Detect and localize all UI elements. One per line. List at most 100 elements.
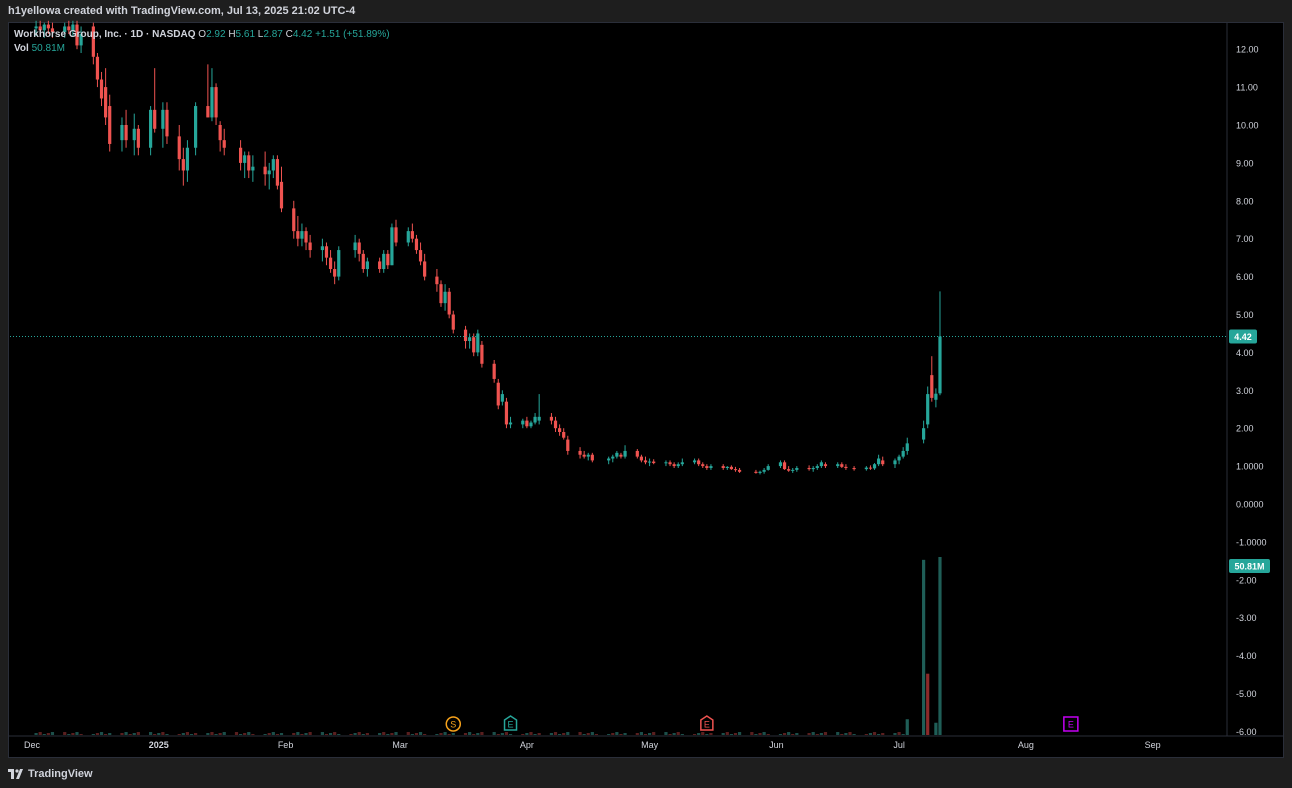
candle-down[interactable] xyxy=(324,242,329,266)
candle-down[interactable] xyxy=(787,466,791,472)
candle-down[interactable] xyxy=(304,227,308,251)
candle-down[interactable] xyxy=(705,464,709,470)
candle-up[interactable] xyxy=(778,460,783,468)
candle-down[interactable] xyxy=(333,261,337,285)
candle-down[interactable] xyxy=(206,64,210,118)
candle-down[interactable] xyxy=(214,83,218,125)
candle-up[interactable] xyxy=(243,151,247,179)
candle-up[interactable] xyxy=(680,458,684,467)
candle-down[interactable] xyxy=(566,435,570,455)
candle-up[interactable] xyxy=(533,413,537,425)
candle-up[interactable] xyxy=(185,140,190,182)
candle-down[interactable] xyxy=(292,200,296,239)
candle-up[interactable] xyxy=(443,284,447,311)
candle-down[interactable] xyxy=(668,460,672,467)
candle-down[interactable] xyxy=(153,68,157,133)
candle-up[interactable] xyxy=(79,26,83,53)
volume-label[interactable]: Vol xyxy=(14,43,29,54)
candle-up[interactable] xyxy=(508,416,513,429)
candle-down[interactable] xyxy=(328,250,333,273)
symbol-label[interactable]: Workhorse Group, Inc. · 1D · NASDAQ xyxy=(14,29,196,40)
candle-up[interactable] xyxy=(468,333,472,349)
candle-up[interactable] xyxy=(537,394,541,425)
candle-down[interactable] xyxy=(823,462,828,468)
candle-down[interactable] xyxy=(165,102,169,144)
candle-down[interactable] xyxy=(729,465,733,470)
candle-up[interactable] xyxy=(382,250,386,273)
candle-up[interactable] xyxy=(521,418,525,429)
candle-down[interactable] xyxy=(357,238,361,262)
candle-down[interactable] xyxy=(451,310,455,334)
candle-down[interactable] xyxy=(558,424,562,436)
candle-up[interactable] xyxy=(647,458,652,467)
candle-up[interactable] xyxy=(194,102,198,156)
candle-up[interactable] xyxy=(938,291,942,396)
candle-up[interactable] xyxy=(271,155,275,179)
candle-down[interactable] xyxy=(754,469,758,474)
candle-up[interactable] xyxy=(934,388,938,408)
candle-down[interactable] xyxy=(247,151,251,179)
candle-down[interactable] xyxy=(181,147,185,186)
candle-down[interactable] xyxy=(108,94,112,152)
candle-up[interactable] xyxy=(337,246,341,281)
candle-up[interactable] xyxy=(893,458,897,468)
candle-up[interactable] xyxy=(664,460,668,467)
candle-down[interactable] xyxy=(296,215,300,247)
candle-up[interactable] xyxy=(922,420,926,444)
candle-down[interactable] xyxy=(361,250,365,273)
candle-up[interactable] xyxy=(795,466,799,472)
candle-up[interactable] xyxy=(811,466,815,472)
candle-down[interactable] xyxy=(635,449,639,459)
candle-up[interactable] xyxy=(877,454,881,467)
candle-up[interactable] xyxy=(709,464,713,470)
candle-up[interactable] xyxy=(120,117,124,152)
candle-up[interactable] xyxy=(791,467,795,473)
candle-down[interactable] xyxy=(562,428,566,440)
candle-down[interactable] xyxy=(275,155,279,190)
candle-up[interactable] xyxy=(607,456,611,465)
candle-down[interactable] xyxy=(447,287,451,319)
candle-up[interactable] xyxy=(406,227,410,247)
candle-up[interactable] xyxy=(864,466,868,471)
candle-down[interactable] xyxy=(410,223,414,243)
candle-down[interactable] xyxy=(697,458,701,467)
candle-up[interactable] xyxy=(210,68,214,122)
candle-down[interactable] xyxy=(67,20,71,35)
candle-up[interactable] xyxy=(300,223,304,247)
candle-down[interactable] xyxy=(218,121,222,152)
candle-up[interactable] xyxy=(353,234,357,258)
candle-down[interactable] xyxy=(136,125,140,156)
candle-up[interactable] xyxy=(872,463,877,470)
candle-up[interactable] xyxy=(132,113,136,156)
event-marker-e[interactable]: E xyxy=(503,715,518,731)
candle-up[interactable] xyxy=(901,447,905,459)
candle-down[interactable] xyxy=(672,462,676,468)
candle-up[interactable] xyxy=(365,257,369,277)
candle-down[interactable] xyxy=(578,447,582,459)
candle-down[interactable] xyxy=(435,269,439,292)
candle-down[interactable] xyxy=(590,452,594,463)
candle-down[interactable] xyxy=(439,280,443,307)
candle-up[interactable] xyxy=(819,460,823,468)
candle-up[interactable] xyxy=(815,464,819,470)
candle-up[interactable] xyxy=(586,452,590,461)
candle-up[interactable] xyxy=(42,22,46,38)
candle-down[interactable] xyxy=(930,356,934,402)
candle-down[interactable] xyxy=(504,397,509,429)
candle-down[interactable] xyxy=(75,20,79,50)
candle-down[interactable] xyxy=(480,341,484,368)
event-marker-s[interactable]: S xyxy=(445,716,462,732)
candle-down[interactable] xyxy=(104,68,108,125)
candle-down[interactable] xyxy=(463,325,468,349)
candle-up[interactable] xyxy=(762,467,766,474)
candle-down[interactable] xyxy=(91,22,95,65)
candle-down[interactable] xyxy=(868,465,873,470)
candle-down[interactable] xyxy=(844,464,848,470)
candle-down[interactable] xyxy=(639,454,644,463)
candle-down[interactable] xyxy=(38,20,42,35)
candle-up[interactable] xyxy=(615,450,619,459)
candle-down[interactable] xyxy=(394,219,398,247)
candle-down[interactable] xyxy=(472,333,476,357)
candle-up[interactable] xyxy=(897,454,901,465)
